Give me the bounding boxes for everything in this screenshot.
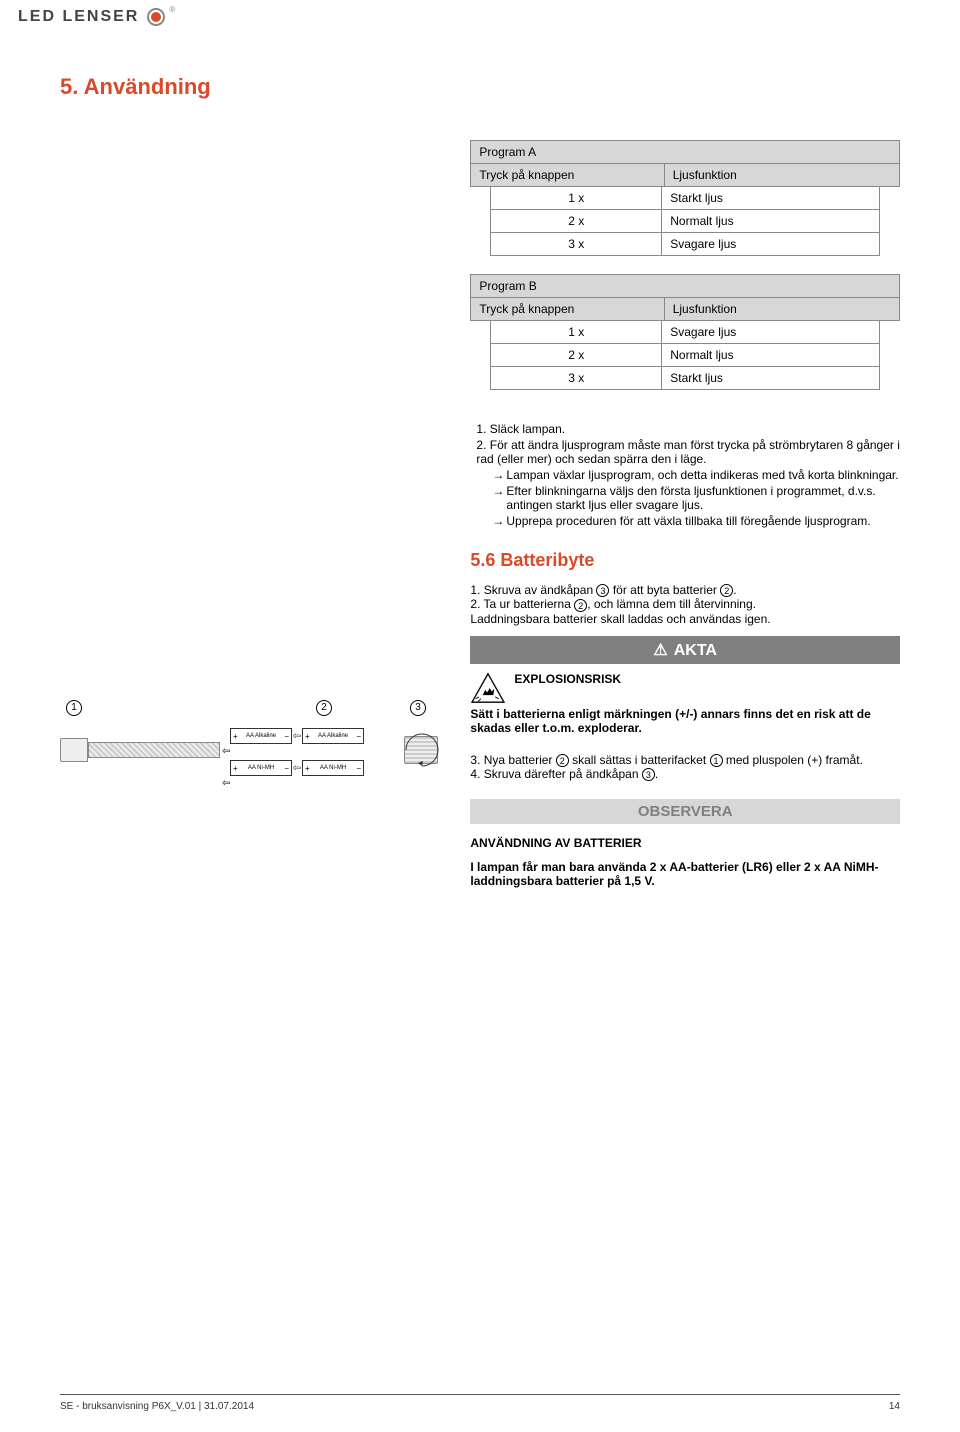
table-header: Tryck på knappen — [470, 297, 663, 321]
table-cell: 1 x — [490, 187, 662, 210]
table-header: Ljusfunktion — [664, 297, 900, 321]
page-footer: SE - bruksanvisning P6X_V.01 | 31.07.201… — [60, 1394, 900, 1412]
insert-arrow-icon: ⇦ — [222, 746, 230, 757]
table-cell: Starkt ljus — [662, 367, 880, 390]
battery-step-2: 2. Ta ur batterierna 2, och lämna dem ti… — [470, 597, 900, 611]
battery-diagram: 1 2 3 +AA Alkaline− ⇦ +AA Alkaline− +AA … — [60, 700, 446, 810]
battery-row-alkaline: +AA Alkaline− ⇦ +AA Alkaline− — [230, 728, 390, 746]
warning-heading: EXPLOSIONSRISK — [514, 672, 900, 686]
table-cell: 3 x — [490, 233, 662, 256]
table-title: Program B — [470, 274, 900, 298]
arrow-note: Efter blinkningarna väljs den första lju… — [492, 484, 900, 512]
table-title: Program A — [470, 140, 900, 164]
table-cell: 1 x — [490, 321, 662, 344]
brand-logo: LED LENSER ® — [0, 0, 960, 30]
section-heading: 5. Användning — [60, 74, 960, 100]
footer-left: SE - bruksanvisning P6X_V.01 | 31.07.201… — [60, 1401, 254, 1412]
program-a-table: Program A Tryck på knappen Ljusfunktion … — [470, 140, 900, 256]
battery-step-note: Laddningsbara batterier skall laddas och… — [470, 612, 900, 626]
caution-bar: ⚠AKTA — [470, 636, 900, 664]
warning-body: Sätt i batterierna enligt märkningen (+/… — [470, 707, 900, 735]
rotate-arrow-icon — [400, 730, 444, 770]
insert-arrow-icon: ⇦ — [222, 778, 230, 789]
explosion-warning: EXPLOSIONSRISK Sätt i batterierna enligt… — [470, 672, 900, 735]
table-cell: 3 x — [490, 367, 662, 390]
diagram-label-3: 3 — [410, 700, 426, 716]
logo-dot-icon — [147, 8, 165, 26]
table-cell: Svagare ljus — [662, 321, 880, 344]
table-header: Tryck på knappen — [470, 163, 663, 187]
battery-row-nimh: +AA Ni-MH− ⇦ +AA Ni-MH− — [230, 760, 390, 778]
step-text: 1. Släck lampan. — [476, 422, 900, 436]
arrow-note: Upprepa proceduren för att växla tillbak… — [492, 514, 900, 528]
table-header: Ljusfunktion — [664, 163, 900, 187]
battery-step-4: 4. Skruva därefter på ändkåpan 3. — [470, 767, 900, 781]
subsection-heading: 5.6 Batteribyte — [470, 550, 900, 571]
table-cell: 2 x — [490, 210, 662, 233]
table-cell: Normalt ljus — [662, 210, 880, 233]
registered-icon: ® — [169, 5, 175, 14]
table-cell: Normalt ljus — [662, 344, 880, 367]
diagram-label-1: 1 — [66, 700, 82, 716]
table-cell: Svagare ljus — [662, 233, 880, 256]
table-cell: 2 x — [490, 344, 662, 367]
notice-bar: OBSERVERA — [470, 799, 900, 824]
notice-heading: ANVÄNDNING AV BATTERIER — [470, 836, 900, 850]
diagram-label-2: 2 — [316, 700, 332, 716]
explosion-icon — [470, 672, 506, 707]
logo-text: LED LENSER — [18, 8, 139, 26]
notice-body: I lampan får man bara använda 2 x AA-bat… — [470, 860, 900, 888]
arrow-note: Lampan växlar ljusprogram, och detta ind… — [492, 468, 900, 482]
table-cell: Starkt ljus — [662, 187, 880, 210]
flashlight-icon — [60, 736, 220, 764]
program-b-table: Program B Tryck på knappen Ljusfunktion … — [470, 274, 900, 390]
step-text: 2. För att ändra ljusprogram måste man f… — [476, 438, 900, 466]
battery-step-1: 1. Skruva av ändkåpan 3 för att byta bat… — [470, 583, 900, 597]
battery-step-3: 3. Nya batterier 2 skall sättas i batter… — [470, 753, 900, 767]
page-number: 14 — [889, 1401, 900, 1412]
warning-triangle-icon: ⚠ — [653, 642, 667, 659]
